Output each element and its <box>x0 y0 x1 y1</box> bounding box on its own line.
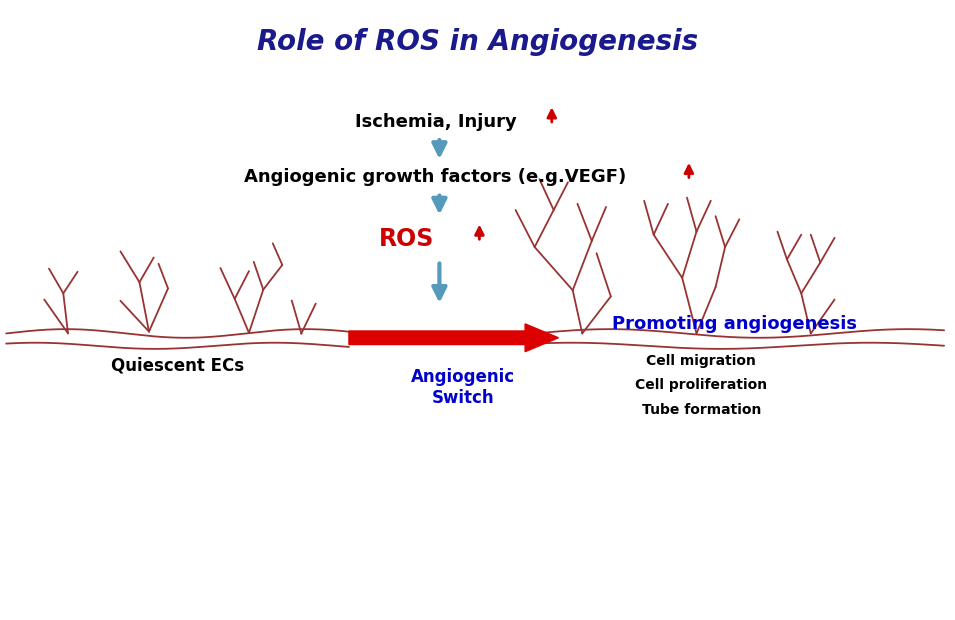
Text: Ischemia, Injury: Ischemia, Injury <box>355 113 523 131</box>
Text: Cell proliferation: Cell proliferation <box>635 378 767 392</box>
Text: Quiescent ECs: Quiescent ECs <box>111 356 244 374</box>
Text: Angiogenic growth factors (e.g.VEGF): Angiogenic growth factors (e.g.VEGF) <box>244 168 626 186</box>
Text: Promoting angiogenesis: Promoting angiogenesis <box>612 314 857 332</box>
Text: Role of ROS in Angiogenesis: Role of ROS in Angiogenesis <box>257 27 698 56</box>
Text: ROS: ROS <box>378 227 434 251</box>
Text: Cell migration: Cell migration <box>647 353 756 368</box>
Text: Tube formation: Tube formation <box>642 403 761 417</box>
FancyArrow shape <box>349 324 559 352</box>
Text: Angiogenic
Switch: Angiogenic Switch <box>412 368 516 407</box>
